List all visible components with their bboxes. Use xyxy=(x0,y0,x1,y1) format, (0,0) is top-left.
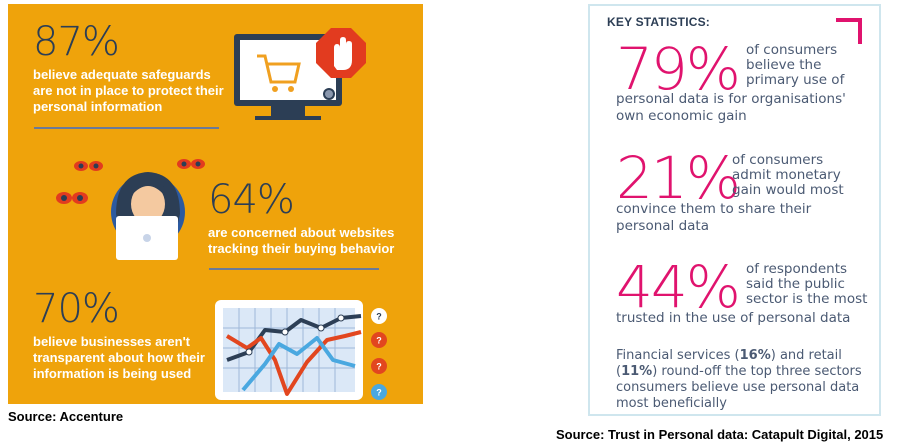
key-statistics-title: KEY STATISTICS: xyxy=(607,15,711,29)
source-accenture: Source: Accenture xyxy=(8,409,124,424)
stat-79-line2: believe the xyxy=(746,57,822,73)
stat-21-line1: of consumers xyxy=(732,152,824,168)
sectors-line1: Financial services (16%) and retail xyxy=(616,348,842,363)
stat-44-line3: sector is the most xyxy=(746,291,868,307)
stat-21-line4: convince them to share their xyxy=(616,201,812,217)
sectors-line3: consumers believe use personal data xyxy=(616,380,860,395)
stat-21-number: 21% xyxy=(616,144,741,212)
watching-eyes-person-icon xyxy=(56,159,205,260)
stat-21-line3: gain would most xyxy=(732,182,844,198)
question-mark-4: ? xyxy=(376,388,382,398)
source-catapult: Source: Trust in Personal data: Catapult… xyxy=(556,427,884,442)
stat-79-line1: of consumers xyxy=(746,42,838,58)
stat-79-line4: personal data is for organisations' xyxy=(616,91,846,107)
stat-21-line2: admit monetary xyxy=(732,167,841,183)
question-mark-2: ? xyxy=(376,336,382,346)
question-mark-3: ? xyxy=(376,362,382,372)
tablet-chart-icon: ? ? ? ? xyxy=(215,300,387,400)
sectors-line4: most beneficially xyxy=(616,396,727,411)
stat-87-number: 87% xyxy=(33,19,120,65)
stat-79-line3: primary use of xyxy=(746,72,845,88)
stat-44-number: 44% xyxy=(616,253,741,321)
stat-79-number: 79% xyxy=(616,35,741,103)
stat-44-line4: trusted in the use of personal data xyxy=(616,310,851,326)
monitor-shopping-cart-icon xyxy=(234,28,366,120)
question-mark-1: ? xyxy=(376,312,382,322)
stat-21-line5: personal data xyxy=(616,218,709,234)
accenture-infographic: 87% believe adequate safeguards are not … xyxy=(8,4,423,404)
divider xyxy=(209,268,379,270)
stat-79-line5: own economic gain xyxy=(616,108,747,124)
stat-70-text: believe businesses aren't transparent ab… xyxy=(33,334,205,381)
divider xyxy=(34,127,219,129)
stat-44-line1: of respondents xyxy=(746,261,848,277)
key-statistics-panel: KEY STATISTICS: 79% of consumers believe… xyxy=(588,4,881,416)
stat-64-text: are concerned about websites tracking th… xyxy=(208,225,395,256)
stat-87-text: believe adequate safeguards are not in p… xyxy=(33,67,224,114)
stat-44-line2: said the public xyxy=(746,276,845,292)
sectors-line2: (11%) round-off the top three sectors xyxy=(616,364,862,379)
corner-bracket xyxy=(836,18,862,44)
stat-70-number: 70% xyxy=(33,286,120,332)
stat-64-number: 64% xyxy=(208,177,295,223)
